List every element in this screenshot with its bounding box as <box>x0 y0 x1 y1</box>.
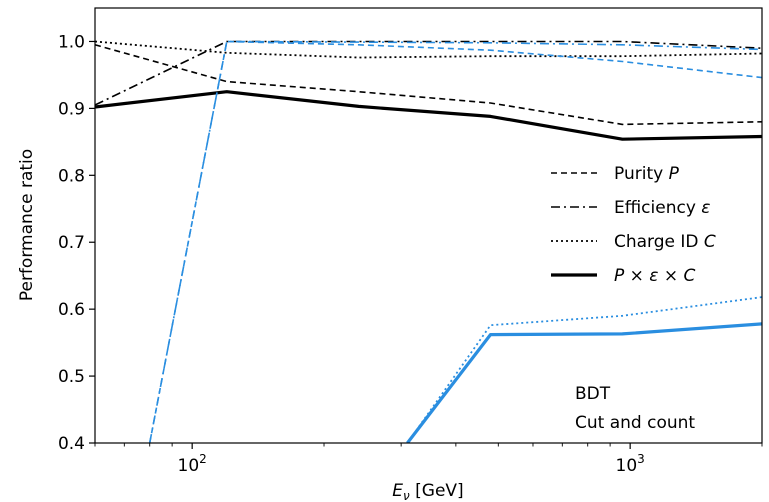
y-tick-label: 0.4 <box>58 434 85 454</box>
series-cut-and-count-charge-id <box>406 296 762 443</box>
x-axis-label: Eν [GeV] <box>392 481 463 502</box>
series-bdt-efficiency <box>95 40 762 106</box>
annotation-bdt: BDT <box>575 384 611 404</box>
annotation-cut-and-count: Cut and count <box>575 413 695 433</box>
y-tick-label: 1.0 <box>58 32 85 52</box>
y-tick-label: 0.5 <box>58 367 85 387</box>
y-axis-label: Performance ratio <box>17 149 37 301</box>
legend-label: Efficiency ε <box>614 198 711 218</box>
series-layer <box>95 40 762 443</box>
y-tick-label: 0.8 <box>58 166 85 186</box>
x-axis: 102 103 <box>94 443 763 476</box>
x-tick-label: 103 <box>616 452 645 476</box>
y-tick-label: 0.9 <box>58 99 85 119</box>
series-bdt-purity <box>95 44 762 126</box>
series-bdt-product <box>95 90 762 141</box>
y-axis: 0.4 0.5 0.6 0.7 0.8 0.9 1.0 <box>58 32 95 454</box>
legend: Purity P Efficiency ε Charge ID C P × ε × C <box>551 164 716 286</box>
legend-label: Charge ID C <box>614 232 716 252</box>
legend-label: Purity P <box>614 164 680 184</box>
series-cut-and-count-purity <box>148 40 762 443</box>
series-bdt-charge-id <box>95 40 762 59</box>
y-tick-label: 0.7 <box>58 233 85 253</box>
plot-frame <box>94 7 763 444</box>
x-tick-label: 102 <box>178 452 207 476</box>
legend-label: P × ε × C <box>614 266 696 286</box>
y-tick-label: 0.6 <box>58 300 85 320</box>
series-cut-and-count-product <box>406 322 762 443</box>
